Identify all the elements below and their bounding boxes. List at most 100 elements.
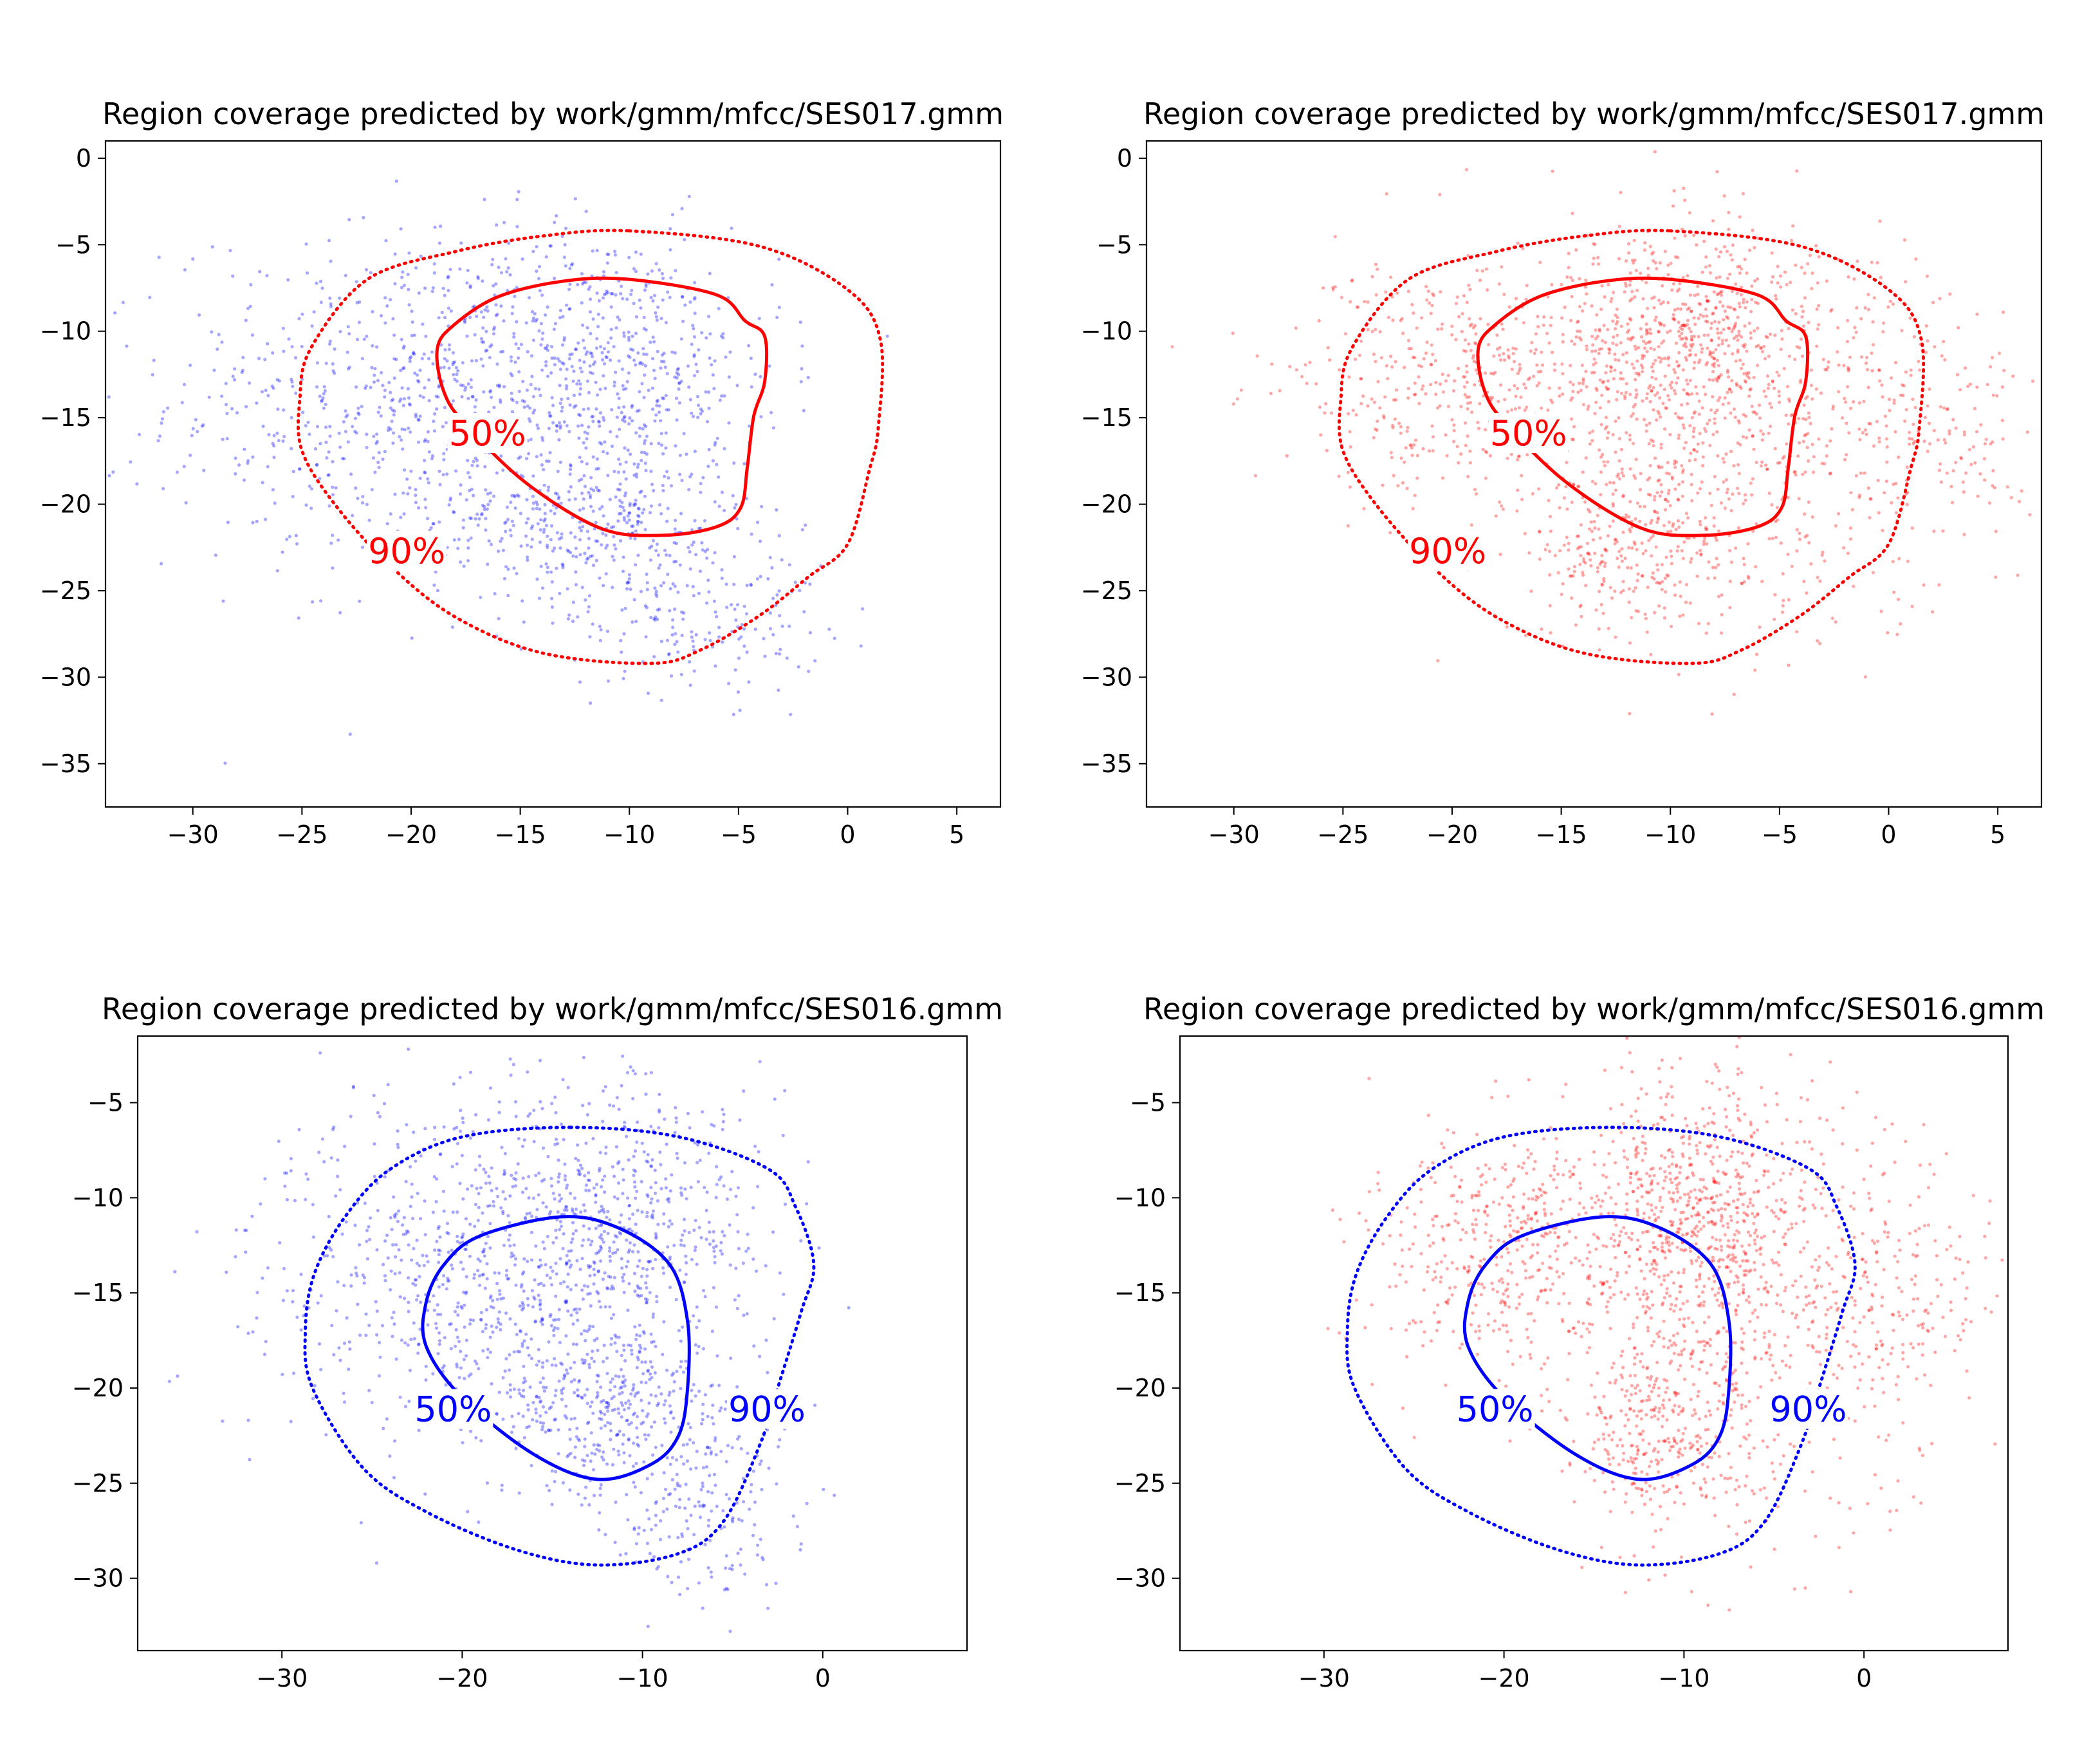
scatter-point bbox=[421, 322, 425, 326]
scatter-point bbox=[601, 296, 605, 300]
scatter-point bbox=[721, 1127, 724, 1131]
scatter-point bbox=[566, 1285, 569, 1289]
scatter-point bbox=[1727, 401, 1731, 405]
scatter-point bbox=[476, 276, 481, 281]
scatter-point bbox=[517, 1136, 520, 1140]
scatter-point bbox=[431, 522, 435, 526]
scatter-point bbox=[1703, 427, 1707, 431]
scatter-point bbox=[477, 1274, 482, 1278]
scatter-point bbox=[1776, 461, 1780, 465]
scatter-point bbox=[539, 1302, 542, 1306]
scatter-point bbox=[1603, 427, 1607, 431]
scatter-point bbox=[539, 1258, 542, 1262]
scatter-point bbox=[1614, 327, 1617, 331]
scatter-point bbox=[1889, 376, 1893, 380]
scatter-point bbox=[466, 382, 470, 386]
scatter-point bbox=[645, 606, 649, 609]
scatter-point bbox=[604, 292, 608, 296]
scatter-point bbox=[396, 1219, 400, 1223]
scatter-point bbox=[490, 1382, 493, 1385]
scatter-point bbox=[582, 441, 585, 445]
scatter-point bbox=[1809, 421, 1812, 425]
scatter-point bbox=[549, 1210, 553, 1214]
scatter-point bbox=[1594, 337, 1598, 340]
scatter-point bbox=[1608, 524, 1612, 528]
scatter-point bbox=[579, 1210, 583, 1214]
scatter-point bbox=[535, 317, 539, 321]
scatter-point bbox=[371, 456, 376, 460]
scatter-point bbox=[622, 676, 625, 681]
scatter-point bbox=[510, 494, 514, 497]
scatter-point bbox=[1807, 541, 1811, 545]
scatter-point bbox=[1697, 302, 1701, 306]
scatter-point bbox=[466, 546, 470, 550]
x-tick-label: −10 bbox=[603, 820, 655, 849]
scatter-point bbox=[1406, 338, 1411, 342]
scatter-point bbox=[1776, 518, 1780, 522]
scatter-point bbox=[517, 356, 520, 360]
scatter-point bbox=[375, 432, 379, 436]
scatter-point bbox=[432, 522, 436, 526]
scatter-point bbox=[632, 1168, 636, 1172]
scatter-point bbox=[1331, 286, 1335, 290]
scatter-point bbox=[1846, 551, 1850, 555]
scatter-point bbox=[641, 347, 645, 351]
scatter-point bbox=[651, 539, 656, 542]
scatter-point bbox=[1645, 349, 1649, 353]
scatter-point bbox=[1611, 492, 1615, 496]
scatter-point bbox=[1652, 385, 1655, 390]
scatter-point bbox=[410, 1182, 414, 1186]
scatter-point bbox=[515, 1333, 519, 1337]
scatter-point bbox=[408, 357, 412, 360]
scatter-point bbox=[1886, 305, 1890, 309]
scatter-point bbox=[552, 328, 557, 331]
scatter-point bbox=[1681, 494, 1684, 498]
scatter-point bbox=[522, 400, 526, 403]
scatter-point bbox=[620, 284, 623, 288]
scatter-point bbox=[585, 557, 589, 561]
scatter-point bbox=[1570, 596, 1574, 600]
scatter-point bbox=[394, 1357, 398, 1361]
scatter-point bbox=[1656, 516, 1660, 520]
scatter-point bbox=[1951, 468, 1955, 473]
scatter-point bbox=[596, 324, 600, 329]
scatter-point bbox=[537, 1264, 540, 1268]
scatter-point bbox=[342, 1400, 347, 1404]
scatter-point bbox=[692, 594, 695, 598]
scatter-point bbox=[701, 1347, 705, 1351]
scatter-point bbox=[1697, 317, 1700, 320]
scatter-point bbox=[1314, 382, 1318, 386]
scatter-point bbox=[669, 484, 674, 488]
scatter-point bbox=[517, 456, 520, 460]
scatter-point bbox=[510, 391, 513, 395]
scatter-point bbox=[1353, 357, 1358, 361]
scatter-point bbox=[417, 440, 421, 444]
scatter-point bbox=[1597, 627, 1601, 631]
scatter-point bbox=[1856, 259, 1859, 263]
scatter-point bbox=[1588, 431, 1592, 435]
scatter-point bbox=[612, 384, 616, 388]
scatter-point bbox=[1653, 319, 1657, 322]
scatter-point bbox=[681, 319, 685, 323]
scatter-point bbox=[224, 403, 228, 407]
scatter-point bbox=[650, 483, 654, 486]
scatter-point bbox=[605, 629, 610, 633]
scatter-point bbox=[635, 475, 639, 479]
scatter-point bbox=[1765, 467, 1769, 471]
scatter-point bbox=[1751, 434, 1755, 438]
scatter-point bbox=[488, 389, 493, 393]
scatter-point bbox=[1679, 307, 1683, 311]
scatter-point bbox=[1803, 296, 1807, 300]
scatter-point bbox=[737, 637, 741, 641]
scatter-point bbox=[657, 566, 661, 570]
scatter-point bbox=[392, 1195, 396, 1199]
scatter-point bbox=[622, 1348, 626, 1352]
scatter-point bbox=[418, 394, 422, 398]
scatter-point bbox=[1720, 293, 1724, 297]
scatter-point bbox=[1570, 438, 1574, 441]
scatter-point bbox=[1439, 382, 1442, 386]
scatter-point bbox=[1604, 371, 1608, 375]
scatter-point bbox=[588, 310, 593, 314]
scatter-point bbox=[1657, 466, 1661, 470]
scatter-point bbox=[1614, 419, 1617, 423]
